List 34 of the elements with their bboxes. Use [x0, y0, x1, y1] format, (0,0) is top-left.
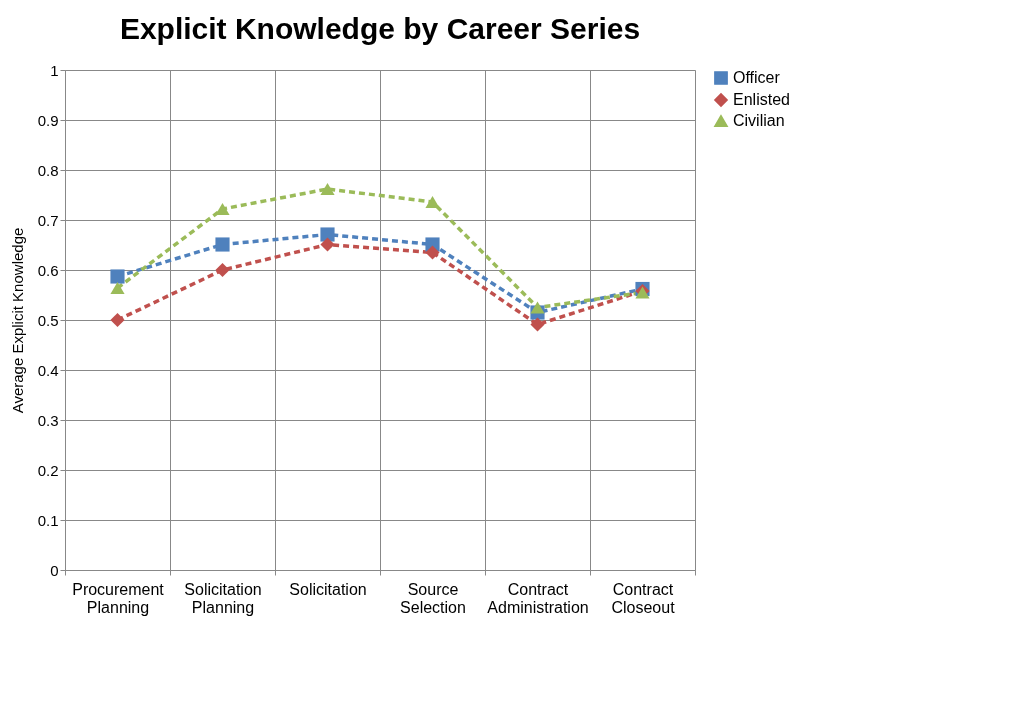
y-tick-label: 0.2 [37, 461, 59, 479]
legend-label: Enlisted [733, 91, 790, 108]
x-tick-label: Contract Closeout [611, 580, 676, 616]
y-tick-label: 0.7 [37, 211, 59, 229]
point [425, 195, 440, 209]
point [530, 317, 545, 332]
legend-label: Civilian [733, 112, 785, 129]
chart-title: Explicit Knowledge by Career Series [119, 12, 641, 45]
y-tick-label: 0.1 [37, 511, 59, 529]
y-axis-title: Average Explicit Knowledge [8, 227, 26, 414]
point [110, 269, 125, 284]
point [425, 245, 440, 260]
y-tick-label: 0.5 [37, 311, 59, 329]
x-tick-label: Solicitation [289, 580, 367, 598]
y-tick-label: 1 [50, 61, 59, 79]
legend-label: Officer [733, 69, 781, 86]
y-tick-label: 0 [50, 561, 59, 579]
point [530, 301, 545, 314]
point [215, 202, 230, 216]
x-tick-label: Source Selection [400, 580, 466, 616]
x-tick-label: Solicitation Planning [184, 580, 262, 616]
point [320, 237, 335, 252]
point [215, 262, 230, 278]
y-tick-label: 0.8 [37, 161, 59, 179]
y-tick-label: 0.9 [37, 111, 59, 129]
x-tick-label: Contract Administration [487, 580, 589, 616]
y-tick-label: 0.4 [37, 361, 59, 379]
point [320, 182, 335, 196]
x-tick-label: Procurement Planning [72, 580, 165, 616]
y-tick-label: 0.3 [37, 411, 59, 429]
y-tick-label: 0.6 [37, 261, 59, 279]
point [110, 281, 125, 295]
point [215, 237, 230, 252]
point [110, 312, 125, 328]
